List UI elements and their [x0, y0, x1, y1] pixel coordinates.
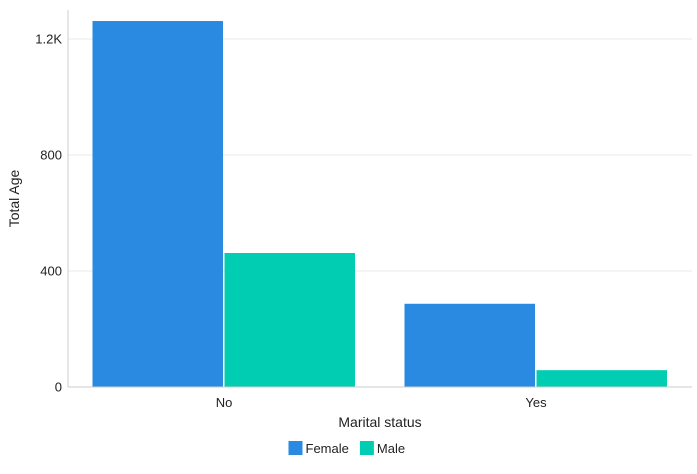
x-tick-label: No: [216, 395, 233, 410]
legend-label: Male: [377, 441, 405, 456]
axes: [67, 10, 692, 388]
y-tick-label: 0: [55, 380, 62, 395]
x-axis-title: Marital status: [338, 414, 421, 430]
y-tick-label: 800: [40, 148, 62, 163]
y-tick-label: 1.2K: [35, 32, 62, 47]
legend: Female Male: [288, 441, 405, 456]
legend-label: Female: [306, 441, 349, 456]
bar-male-no[interactable]: [224, 253, 356, 387]
x-tick-labels: No Yes: [216, 395, 547, 410]
legend-item-male[interactable]: Male: [359, 441, 405, 456]
x-tick-label: Yes: [525, 395, 547, 410]
bar-female-no[interactable]: [92, 21, 224, 388]
bar-female-yes[interactable]: [404, 303, 536, 387]
legend-item-female[interactable]: Female: [288, 441, 349, 456]
bar-male-yes[interactable]: [536, 370, 668, 387]
y-tick-labels: 0 400 800 1.2K: [35, 32, 62, 395]
y-tick-label: 400: [40, 264, 62, 279]
legend-swatch: [288, 441, 303, 455]
y-axis-title: Total Age: [6, 169, 22, 227]
legend-swatch: [359, 441, 374, 455]
bars: [92, 21, 668, 388]
